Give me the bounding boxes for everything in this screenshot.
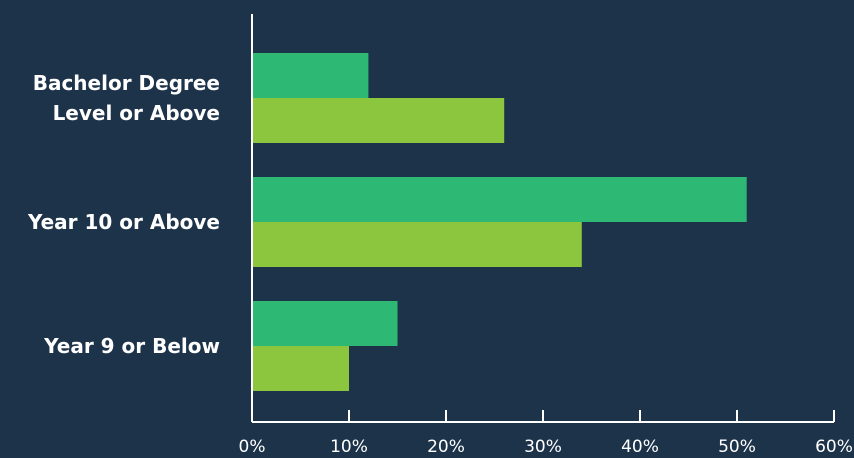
category-label: Year 9 or Below [43,334,220,358]
category-label: Level or Above [53,101,220,125]
bar-cat0-series1 [252,98,505,143]
x-tick-label: 20% [427,437,465,457]
category-labels-group: Bachelor Degree Level or Above Year 10 or … [27,71,220,358]
x-tick-label: 50% [718,437,756,457]
x-tick-label: 40% [621,437,659,457]
x-tick-label: 0% [239,437,266,457]
bar-cat0-series0 [252,53,369,98]
bar-cat1-series1 [252,222,582,267]
bar-cat1-series0 [252,177,747,222]
category-label: Bachelor Degree [33,71,220,95]
bar-cat2-series0 [252,301,398,346]
bars-group [252,53,747,391]
x-ticks-group: 0% 10% 20% 30% 40% 50% 60% [239,410,853,457]
x-tick-label: 10% [330,437,368,457]
x-tick-label: 60% [815,437,853,457]
x-tick-label: 30% [524,437,562,457]
category-label: Year 10 or Above [27,210,220,234]
bar-cat2-series1 [252,346,349,391]
